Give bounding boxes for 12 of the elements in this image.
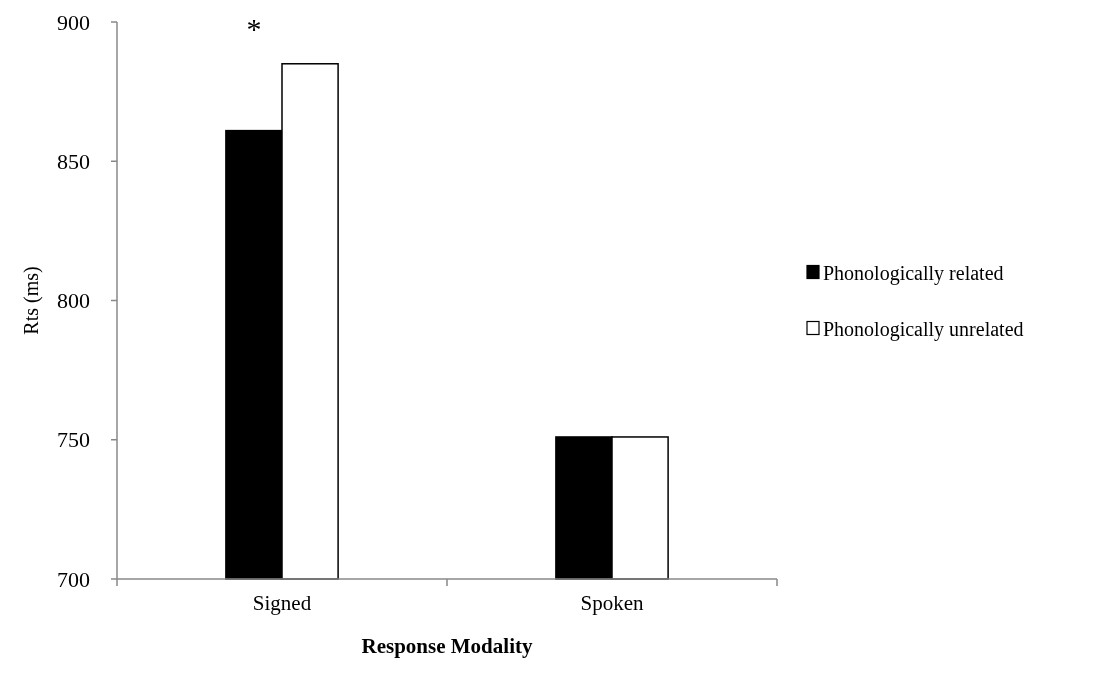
y-axis-title: Rts (ms) bbox=[20, 266, 43, 335]
legend-label: Phonologically unrelated bbox=[823, 317, 1024, 341]
legend-label: Phonologically related bbox=[823, 261, 1004, 285]
y-tick-label: 700 bbox=[57, 566, 90, 592]
y-tick-label: 900 bbox=[57, 9, 90, 35]
y-tick-label: 850 bbox=[57, 148, 90, 174]
x-tick-label: Signed bbox=[252, 591, 312, 615]
x-tick-label: Spoken bbox=[580, 591, 644, 615]
x-axis-title: Response Modality bbox=[361, 634, 533, 658]
annotation: * bbox=[246, 12, 262, 45]
y-tick-label: 750 bbox=[57, 427, 90, 453]
y-tick-label: 800 bbox=[57, 288, 90, 314]
